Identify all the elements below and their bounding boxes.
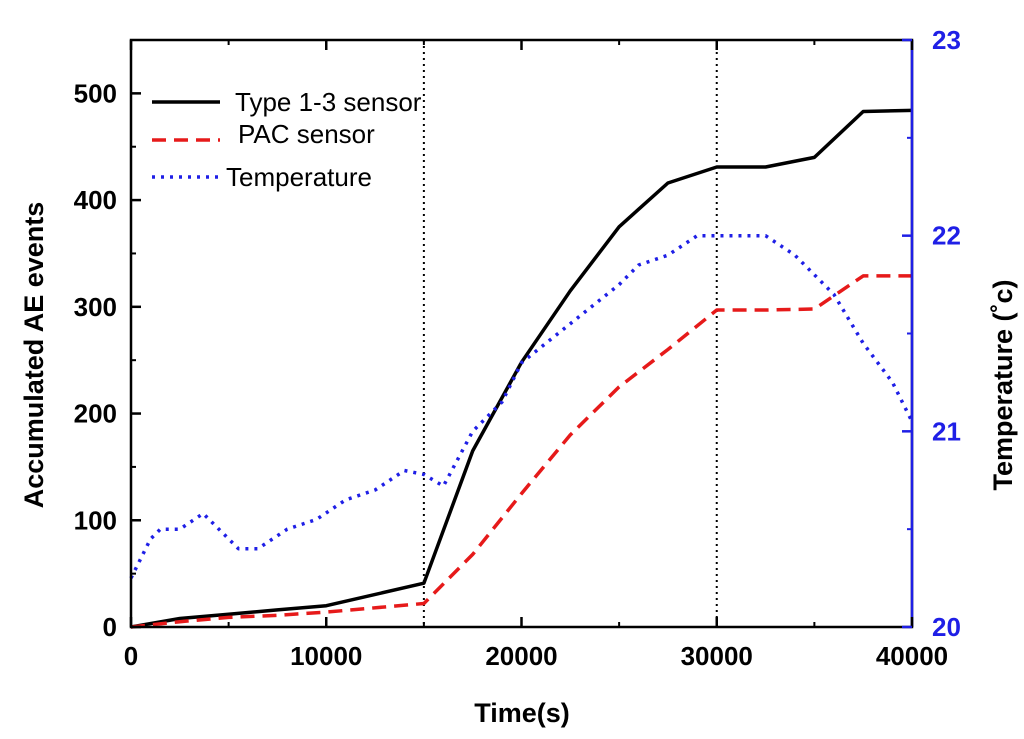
x-tick-label: 10000 (290, 641, 362, 671)
x-tick-label: 20000 (485, 641, 557, 671)
x-tick-label: 40000 (876, 641, 948, 671)
y2-tick-label: 21 (932, 416, 961, 446)
legend-label-temperature: Temperature (226, 162, 372, 192)
x-axis: 0 10000 20000 30000 40000 (124, 40, 948, 671)
y-tick-label: 300 (74, 292, 117, 322)
y-tick-label: 500 (74, 78, 117, 108)
y-tick-label: 0 (103, 612, 117, 642)
y-tick-label: 200 (74, 399, 117, 429)
plot-lines (129, 40, 914, 629)
legend: Type 1-3 sensor PAC sensor Temperature (152, 87, 422, 192)
legend-label-type13: Type 1-3 sensor (235, 87, 422, 117)
y-axis-title: Accumulated AE events (19, 202, 49, 509)
x-tick-label: 0 (124, 641, 138, 671)
x-tick-label: 30000 (681, 641, 753, 671)
series-line-type-1-3-sensor (130, 108, 913, 629)
series-line-temperature (129, 233, 914, 579)
x-axis-title: Time(s) (474, 698, 570, 728)
y-tick-label: 400 (74, 185, 117, 215)
y2-axis-title: Temperature (˚c) (988, 279, 1018, 490)
y-axis-left: 0 100 200 300 400 500 (74, 78, 141, 642)
y2-tick-label: 20 (932, 612, 961, 642)
legend-label-pac: PAC sensor (238, 119, 375, 149)
y-tick-label: 100 (74, 505, 117, 535)
y2-tick-label: 22 (932, 221, 961, 251)
y-axis-right: 20 21 22 23 (902, 25, 961, 642)
series-line-pac-sensor (130, 274, 912, 629)
y2-tick-label: 23 (932, 25, 961, 55)
